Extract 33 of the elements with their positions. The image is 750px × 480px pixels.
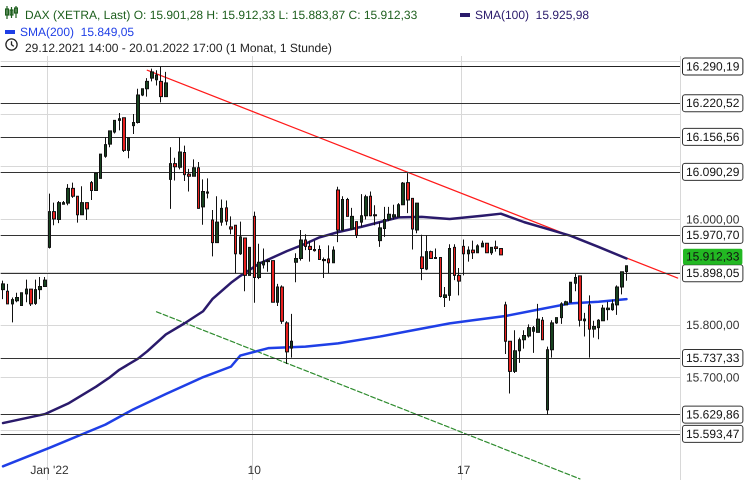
candlestick — [1, 280, 5, 300]
ref-line-label: 16.220,52 — [686, 96, 740, 110]
candlestick — [420, 234, 424, 281]
text: SMA(100) 15.925,98 — [475, 8, 590, 22]
ref-line-label: 15.737,33 — [686, 351, 740, 366]
line-series — [2, 212, 628, 424]
y-tick-label: 15.800,00 — [686, 318, 740, 332]
candlestick — [145, 78, 149, 98]
candlestick — [471, 240, 475, 260]
y-tick-label: 16.000,00 — [686, 212, 740, 226]
ref-line-label: 16.290,19 — [686, 59, 740, 74]
y-tick-label: 15.700,00 — [686, 370, 740, 385]
candlestick — [462, 239, 465, 276]
ref-line-label: 16.156,56 — [686, 130, 740, 144]
text: SMA(200) 15.849,05 — [20, 25, 134, 39]
candlestick — [150, 68, 154, 82]
text: 15.912,33 — [686, 250, 740, 264]
candlestick — [225, 200, 228, 226]
ref-line-label: 16.090,29 — [686, 164, 740, 179]
candlestick — [336, 186, 340, 243]
chart-subtitle: 29.12.2021 14:00 - 20.01.2022 17:00 (1 Monat, 1 Stunde) — [25, 41, 332, 55]
candlestick — [485, 242, 489, 254]
x-tick-label: 10 — [248, 463, 262, 477]
candlestick — [332, 246, 335, 264]
ref-line-label: 15.970,70 — [686, 228, 740, 242]
candlestick — [6, 283, 9, 304]
ref-line-label: 15.898,05 — [686, 266, 740, 280]
chart-title: DAX (XETRA, Last) O: 15.901,28 H: 15.912,33 L: 15.883,87 C: 15.912,33 — [25, 8, 418, 22]
ref-line-label: 15.629,86 — [686, 408, 740, 422]
x-tick-label: Jan '22 — [30, 463, 70, 477]
x-tick-label: 17 — [456, 463, 471, 477]
candlestick — [280, 284, 284, 324]
ref-line-label: 15.593,47 — [686, 426, 740, 441]
